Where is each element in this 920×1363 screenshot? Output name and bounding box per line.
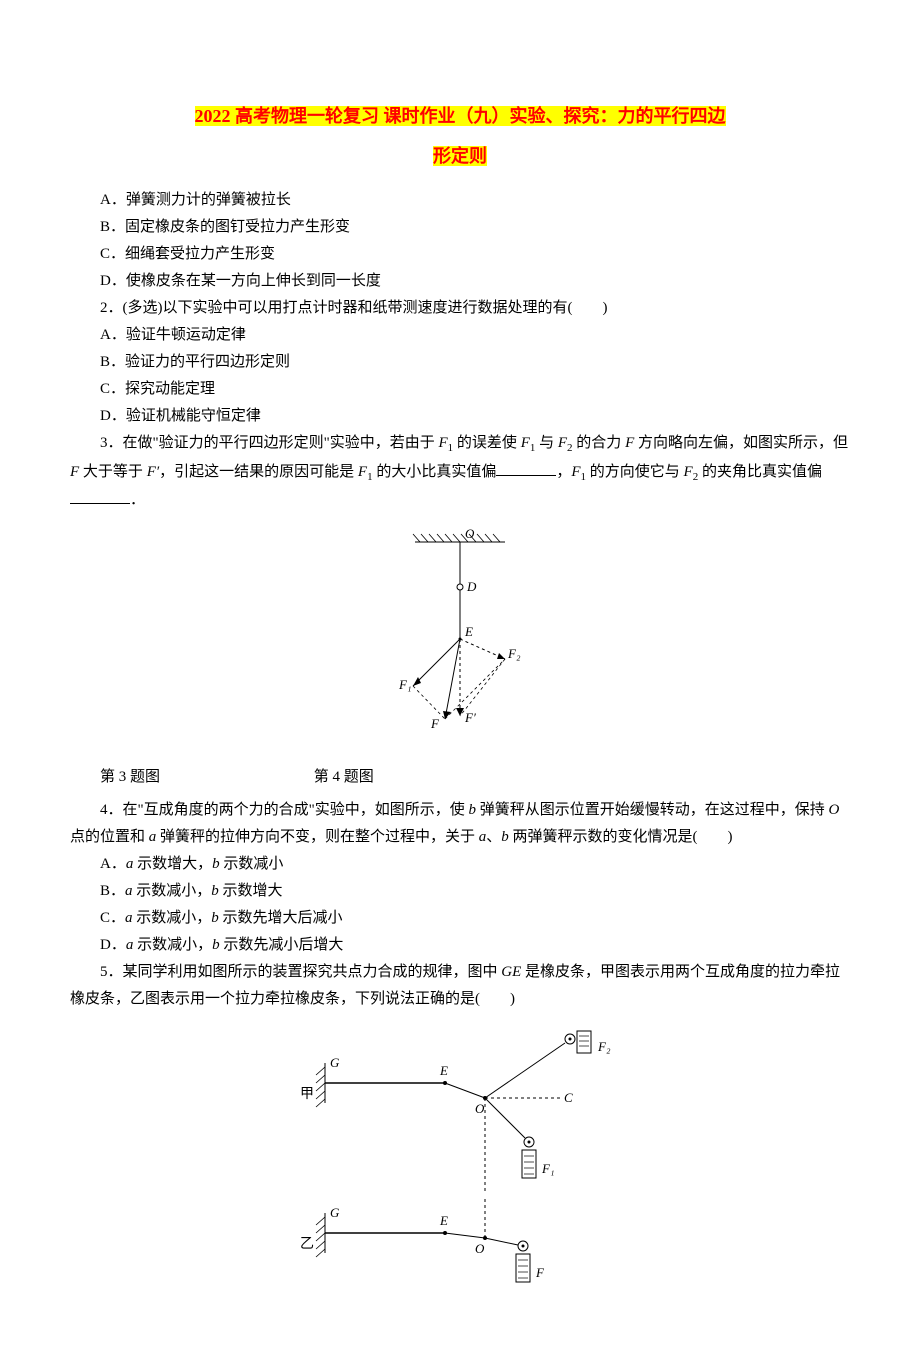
q4B-mid: 示数减小， xyxy=(133,883,212,899)
q3-t10: 的方向使它与 xyxy=(586,464,684,480)
fig3-O: O xyxy=(465,526,475,541)
figure-5-svg: G 甲 E O C F₂ F₁ xyxy=(250,1023,670,1303)
fig5-O2: O xyxy=(475,1241,485,1256)
q4C-pre: C． xyxy=(100,910,125,926)
q3-F1a: F xyxy=(439,435,448,451)
q4C-b: b xyxy=(211,910,219,926)
q4D-end: 示数先减小后增大 xyxy=(220,937,344,953)
fig3-F: F xyxy=(430,716,440,731)
title-line1: 2022 高考物理一轮复习 课时作业（九）实验、探究：力的平行四边 xyxy=(70,100,850,132)
fig5-E2: E xyxy=(439,1213,448,1228)
q1-optC: C．细绳套受拉力产生形变 xyxy=(70,241,850,268)
fig5-C: C xyxy=(564,1090,573,1105)
q3-t3: 与 xyxy=(535,435,558,451)
title-hl-2: 形定则 xyxy=(433,146,487,166)
figure-3: O D E F₂ F₁ F F′ xyxy=(70,524,850,754)
q5-GE: GE xyxy=(501,964,521,980)
q3-F2a: F xyxy=(558,435,567,451)
q4C-a: a xyxy=(125,910,133,926)
title-line2: 形定则 xyxy=(70,140,850,172)
fig5-O1: O xyxy=(475,1101,485,1116)
q3-t4: 的合力 xyxy=(573,435,626,451)
q3-t5: 方向略向左偏，如图实所示，但 xyxy=(634,435,848,451)
q4-optA: A．a 示数增大，b 示数减小 xyxy=(70,851,850,878)
fig5-F1: F₁ xyxy=(541,1161,554,1176)
q5-stem: 5．某同学利用如图所示的装置探究共点力合成的规律，图中 GE 是橡皮条，甲图表示… xyxy=(70,959,850,1013)
fig3-Fp: F′ xyxy=(464,710,476,725)
q4-optD: D．a 示数减小，b 示数先减小后增大 xyxy=(70,932,850,959)
fig5-F: F xyxy=(535,1265,545,1280)
q4-t6: 两弹簧秤示数的变化情况是( ) xyxy=(509,829,733,845)
fig5-G2: G xyxy=(330,1205,340,1220)
q3-t9: ， xyxy=(556,464,571,480)
q3-t11: 的夹角比真实值偏 xyxy=(698,464,822,480)
q4-t2: 弹簧秤从图示位置开始缓慢转动，在这过程中，保持 xyxy=(476,802,829,818)
q4A-b: b xyxy=(212,856,220,872)
figure-3-svg: O D E F₂ F₁ F F′ xyxy=(365,524,555,744)
q5-t1: 5．某同学利用如图所示的装置探究共点力合成的规律，图中 xyxy=(100,964,501,980)
q2-optA: A．验证牛顿运动定律 xyxy=(70,322,850,349)
q4A-pre: A． xyxy=(100,856,126,872)
q1-optB: B．固定橡皮条的图钉受拉力产生形变 xyxy=(70,214,850,241)
fig5-F2: F₂ xyxy=(597,1039,611,1054)
q4D-b: b xyxy=(212,937,220,953)
q3-Fp: F′ xyxy=(147,464,159,480)
fig5-E1: E xyxy=(439,1063,448,1078)
q4-O: O xyxy=(829,802,840,818)
fig5-jia: 甲 xyxy=(300,1087,314,1102)
q4A-end: 示数减小 xyxy=(220,856,284,872)
q4-t1: 4．在"互成角度的两个力的合成"实验中，如图所示，使 xyxy=(100,802,469,818)
q4D-pre: D． xyxy=(100,937,126,953)
q3-F2b: F xyxy=(684,464,693,480)
q4-stem: 4．在"互成角度的两个力的合成"实验中，如图所示，使 b 弹簧秤从图示位置开始缓… xyxy=(70,797,850,851)
q4A-mid: 示数增大， xyxy=(133,856,212,872)
q4C-mid: 示数减小， xyxy=(133,910,212,926)
q4-optB: B．a 示数减小，b 示数增大 xyxy=(70,878,850,905)
fig3-F1: F₁ xyxy=(398,677,411,692)
q3-blank1 xyxy=(496,461,556,476)
caption-4: 第 4 题图 xyxy=(314,764,374,791)
q4B-pre: B． xyxy=(100,883,125,899)
fig5-G1: G xyxy=(330,1055,340,1070)
q4B-a: a xyxy=(125,883,133,899)
caption-3: 第 3 题图 xyxy=(70,764,160,791)
figure-captions-row: 第 3 题图 第 4 题图 xyxy=(70,764,850,791)
q3-F1d: F xyxy=(571,464,580,480)
q2-optC: C．探究动能定理 xyxy=(70,376,850,403)
q3-Fa: F xyxy=(625,435,634,451)
q4B-end: 示数增大 xyxy=(219,883,283,899)
figure-5: G 甲 E O C F₂ F₁ xyxy=(70,1023,850,1313)
q3-t2: 的误差使 xyxy=(453,435,521,451)
q3-F1c: F xyxy=(358,464,367,480)
q3-F1b: F xyxy=(521,435,530,451)
q4C-end: 示数先增大后减小 xyxy=(219,910,343,926)
q3-t7: ，引起这一结果的原因可能是 xyxy=(159,464,358,480)
q2-optD: D．验证机械能守恒定律 xyxy=(70,403,850,430)
q3-t8: 的大小比真实值偏 xyxy=(373,464,497,480)
q4D-mid: 示数减小， xyxy=(133,937,212,953)
q4-t3: 点的位置和 xyxy=(70,829,149,845)
fig3-D: D xyxy=(466,579,477,594)
q4-b1: b xyxy=(469,802,477,818)
q3-t6: 大于等于 xyxy=(79,464,147,480)
q4-optC: C．a 示数减小，b 示数先增大后减小 xyxy=(70,905,850,932)
fig3-E: E xyxy=(464,624,473,639)
title-hl-1: 2022 高考物理一轮复习 课时作业（九）实验、探究：力的平行四边 xyxy=(195,106,726,126)
q2-optB: B．验证力的平行四边形定则 xyxy=(70,349,850,376)
q3-blank2 xyxy=(70,489,130,504)
q4-t5: 、 xyxy=(486,829,501,845)
q4-b2: b xyxy=(501,829,509,845)
q3-t1: 3．在做"验证力的平行四边形定则"实验中，若由于 xyxy=(100,435,439,451)
q3-stem: 3．在做"验证力的平行四边形定则"实验中，若由于 F1 的误差使 F1 与 F2… xyxy=(70,430,850,515)
q3-t12: ． xyxy=(130,492,145,508)
q1-optD: D．使橡皮条在某一方向上伸长到同一长度 xyxy=(70,268,850,295)
q4-t4: 弹簧秤的拉伸方向不变，则在整个过程中，关于 xyxy=(156,829,479,845)
fig3-F2: F₂ xyxy=(507,646,521,661)
q1-optA: A．弹簧测力计的弹簧被拉长 xyxy=(70,187,850,214)
q2-stem: 2．(多选)以下实验中可以用打点计时器和纸带测速度进行数据处理的有( ) xyxy=(70,295,850,322)
fig5-yi: 乙 xyxy=(300,1236,314,1252)
q3-Fb: F xyxy=(70,464,79,480)
q4B-b: b xyxy=(211,883,219,899)
